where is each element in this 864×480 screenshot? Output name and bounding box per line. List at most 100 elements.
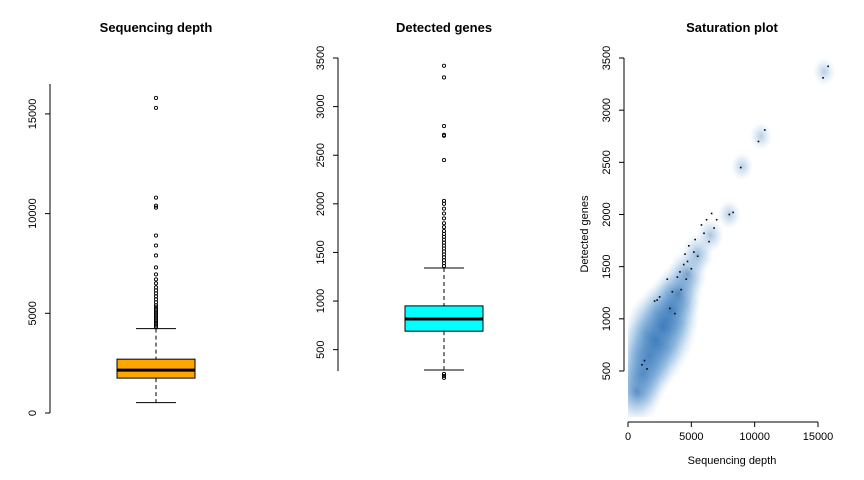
scatter-point: [669, 307, 671, 310]
y-tick-label: 10000: [27, 198, 39, 229]
panel-sequencing-depth: Sequencing depth 0 5000 10000 15000: [27, 20, 212, 416]
y-tick-label: 0: [27, 410, 39, 416]
panel-detected-genes: Detected genes 500 1000 1500 2000 2500 3000 35…: [315, 20, 492, 380]
scatter-point: [822, 77, 824, 79]
x-tick-label: 15000: [803, 431, 834, 443]
scatter-point: [688, 245, 690, 247]
scatter-point: [684, 253, 686, 255]
outlier-point: [441, 123, 447, 129]
x-tick-label: 10000: [739, 431, 770, 443]
panel-saturation-plot: Saturation plot 0 5000 10000 15000 500 1000 1…: [579, 20, 836, 467]
scatter-point: [674, 312, 676, 315]
chart-title-detected-genes: Detected genes: [396, 20, 492, 35]
y-tick-label: 5000: [27, 301, 39, 325]
scatter-point: [696, 255, 699, 258]
density-blob: [749, 121, 773, 151]
scatter-point: [680, 288, 682, 291]
outlier-point: [153, 105, 159, 110]
outlier-point: [441, 228, 447, 234]
boxplot-sequencing-depth: [116, 95, 196, 404]
scatter-point: [685, 278, 688, 280]
scatter-point: [764, 129, 766, 131]
scatter-point: [666, 278, 669, 280]
scatter-point: [705, 218, 708, 221]
outlier-point: [441, 221, 447, 226]
scatter-point: [643, 359, 646, 362]
y-tick-label: 2500: [315, 143, 327, 167]
outlier-point: [153, 195, 159, 200]
density-layer: [628, 57, 836, 417]
outlier-point: [153, 253, 159, 258]
chart-title-saturation-plot: Saturation plot: [686, 20, 778, 35]
scatter-point: [694, 238, 696, 241]
scatter-point: [715, 218, 718, 221]
chart-title-sequencing-depth: Sequencing depth: [100, 20, 213, 35]
scatter-point: [653, 300, 656, 302]
outlier-point: [153, 277, 159, 282]
scatter-point: [690, 267, 693, 270]
density-blob: [696, 217, 725, 253]
y-tick-label: 2500: [601, 150, 613, 174]
outlier-point: [441, 375, 447, 380]
outlier-point: [441, 198, 447, 203]
scatter-point: [671, 290, 674, 293]
x-tick-label: 5000: [679, 431, 703, 443]
y-tick-label: 500: [601, 362, 613, 380]
density-blob: [730, 152, 754, 181]
outlier-point: [153, 307, 159, 312]
y-tick-label: 1000: [601, 307, 613, 331]
y-tick-label: 1500: [601, 254, 613, 278]
outlier-point: [153, 203, 159, 208]
y-tick-label: 500: [315, 340, 327, 358]
scatter-point: [728, 213, 731, 216]
scatter-point: [732, 211, 734, 214]
scatter-point: [656, 299, 658, 301]
y-ticks-sequencing-depth: 0 5000 10000 15000: [27, 99, 50, 416]
scatter-point: [708, 240, 710, 243]
scatter-point: [682, 263, 685, 266]
y-tick-label: 3500: [601, 46, 613, 70]
outlier-point: [153, 243, 159, 248]
outlier-point: [441, 373, 447, 378]
outlier-point: [441, 158, 447, 163]
y-tick-label: 3500: [315, 46, 327, 70]
y-ticks-saturation-plot: 500 1000 1500 2000 2500 3000 3500: [601, 46, 624, 380]
outlier-point: [441, 206, 447, 211]
y-tick-label: 3000: [601, 98, 613, 122]
scatter-point: [676, 276, 679, 278]
outlier-point: [441, 211, 447, 216]
outlier-point: [153, 95, 159, 101]
outlier-point: [153, 285, 159, 290]
y-axis-label-saturation-plot: Detected genes: [579, 195, 591, 273]
density-blob: [812, 57, 836, 87]
outlier-point: [153, 233, 159, 238]
outlier-point: [441, 75, 447, 80]
boxplot-detected-genes: [404, 63, 484, 380]
outlier-point: [153, 305, 159, 310]
y-ticks-detected-genes: 500 1000 1500 2000 2500 3000 3500: [315, 46, 338, 359]
outlier-point: [441, 216, 447, 221]
outlier-point: [441, 132, 447, 137]
scatter-point: [827, 65, 829, 68]
scatter-point: [703, 232, 705, 235]
y-tick-label: 1500: [315, 240, 327, 264]
y-tick-label: 2000: [315, 192, 327, 216]
scatter-point: [710, 212, 713, 215]
scatter-point: [757, 140, 760, 143]
scatter-point: [658, 296, 661, 298]
outlier-point: [441, 63, 447, 68]
y-tick-label: 15000: [27, 99, 39, 130]
outlier-point: [441, 225, 447, 230]
outlier-point: [153, 272, 159, 277]
scatter-point: [686, 260, 689, 263]
scatter-point: [693, 251, 695, 253]
x-tick-label: 0: [625, 431, 631, 443]
scatter-point: [739, 166, 742, 169]
scatter-point: [641, 363, 643, 366]
scatter-point: [700, 224, 703, 226]
outlier-point: [153, 265, 159, 270]
scatter-point: [679, 271, 681, 273]
outlier-point: [441, 371, 447, 376]
scatter-points: [641, 65, 829, 370]
